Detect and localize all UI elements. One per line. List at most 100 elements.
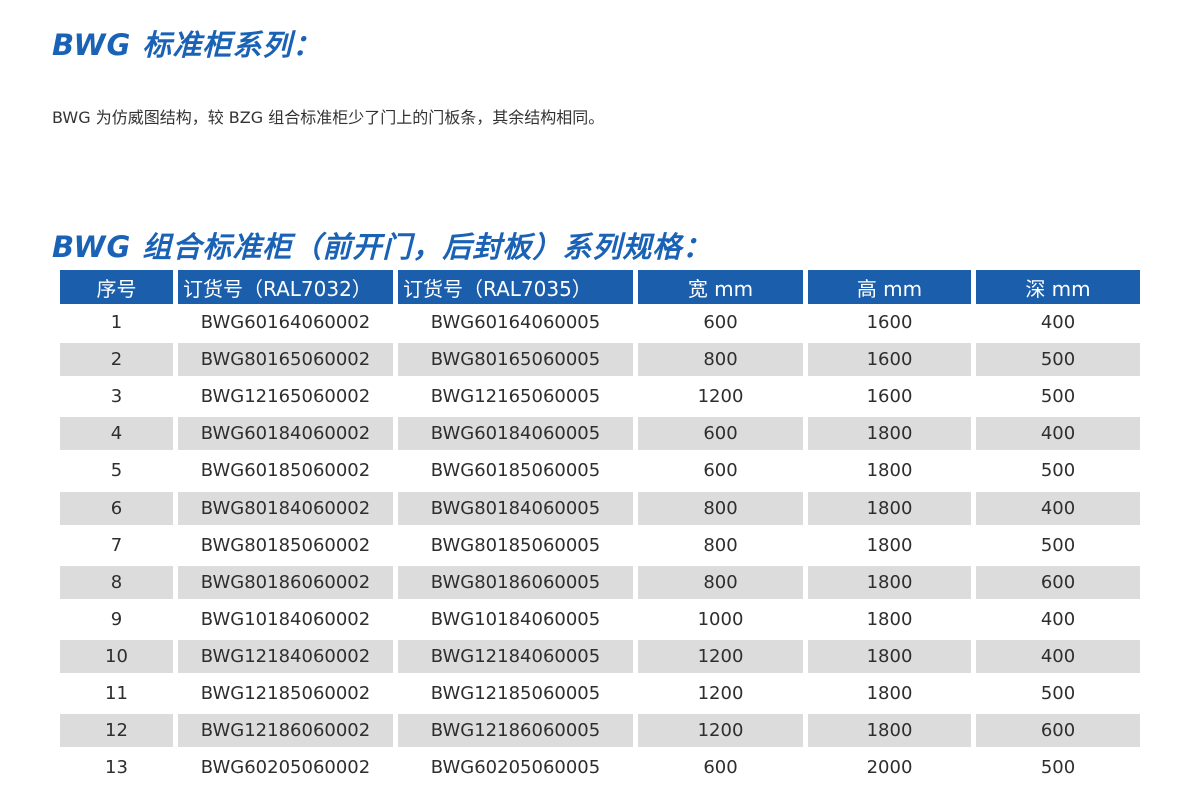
table-cell: 4 (60, 415, 173, 452)
table-cell: BWG80165060005 (398, 341, 633, 378)
table-cell: 1800 (808, 638, 971, 675)
description: BWG 为仿威图结构，较 BZG 组合标准柜少了门上的门板条，其余结构相同。 (52, 108, 605, 127)
table-cell: BWG12186060005 (398, 712, 633, 749)
table-cell: BWG80186060002 (178, 564, 393, 601)
table-cell: 10 (60, 638, 173, 675)
table-cell: 1200 (638, 712, 803, 749)
table-cell: 500 (976, 341, 1140, 378)
table-cell: BWG60184060002 (178, 415, 393, 452)
table-cell: BWG12184060002 (178, 638, 393, 675)
column-header: 订货号（RAL7032） (178, 270, 393, 304)
table-cell: BWG60205060002 (200, 757, 371, 779)
table-cell: 5 (110, 460, 123, 482)
table-cell: 600 (703, 460, 738, 482)
table-cell: 6 (60, 490, 173, 527)
table-cell: BWG12185060005 (430, 683, 601, 705)
spec-table: 序号 订货号（RAL7032） 订货号（RAL7035）宽 mm 高 mm 深 mm 1… (55, 270, 1145, 786)
table-cell: 1 (110, 312, 123, 334)
table-header-row: 序号 订货号（RAL7032） 订货号（RAL7035）宽 mm 高 mm 深 mm (60, 270, 1140, 304)
table-row: 1 BWG60164060002 BWG60164060005 600 1600 400 (60, 304, 1140, 341)
table-cell: 1600 (866, 312, 913, 334)
table-cell: 500 (1040, 534, 1076, 556)
table-cell: 1800 (866, 683, 913, 705)
table-cell: 9 (110, 608, 123, 630)
section-title: BWG 标准柜系列： (52, 28, 323, 62)
table-cell: 12 (60, 712, 173, 749)
table-cell: 500 (1040, 460, 1076, 482)
table-cell: 2000 (866, 757, 913, 779)
table-row: 13 BWG60205060002 BWG60205060005 600 2000 500 (60, 749, 1140, 786)
table-cell: 500 (1040, 757, 1076, 779)
table-row: 11 BWG12185060002 BWG12185060005 1200 1800 50… (60, 675, 1140, 712)
table-cell: 600 (703, 757, 738, 779)
table-cell: 400 (976, 415, 1140, 452)
table-cell: 1800 (808, 415, 971, 452)
table-row: 5 BWG60185060002 BWG60185060005 600 1800 500 (60, 452, 1140, 489)
table-cell: 800 (638, 564, 803, 601)
table-cell: BWG12184060005 (398, 638, 633, 675)
table-cell: 1200 (697, 386, 744, 408)
table-cell: BWG12165060002 (200, 386, 371, 408)
table-cell: BWG80186060005 (398, 564, 633, 601)
table-cell: 7 (110, 534, 123, 556)
table-cell: 600 (976, 564, 1140, 601)
table-cell: 1200 (697, 683, 744, 705)
table-cell: BWG10184060002 (200, 608, 371, 630)
table-cell: 400 (976, 490, 1140, 527)
table-cell: BWG12186060002 (178, 712, 393, 749)
table-title: BWG 组合标准柜（前开门，后封板）系列规格： (52, 230, 713, 264)
table-cell: 1800 (866, 460, 913, 482)
table-row: 12 BWG12186060002 BWG12186060005 1200 1800 60… (60, 712, 1140, 749)
table-row: 3 BWG12165060002 BWG12165060005 1200 1600 500 (60, 378, 1140, 415)
column-header: 序号 (60, 270, 173, 304)
table-cell: 1800 (808, 564, 971, 601)
table-cell: 8 (60, 564, 173, 601)
table-cell: BWG80184060005 (398, 490, 633, 527)
table-cell: 600 (638, 415, 803, 452)
column-header: 订货号（RAL7035） (398, 270, 633, 304)
column-header: 深 mm (976, 270, 1140, 304)
column-header: 高 mm (808, 270, 971, 304)
table-cell: 600 (703, 312, 738, 334)
table-cell: 600 (976, 712, 1140, 749)
table-cell: 400 (1040, 312, 1076, 334)
table-cell: 1000 (697, 608, 744, 630)
table-cell: 400 (1040, 608, 1076, 630)
table-cell: 800 (638, 490, 803, 527)
table-row: 8 BWG80186060002 BWG80186060005 800 1800 600 (60, 564, 1140, 601)
table-cell: 1800 (866, 608, 913, 630)
table-cell: BWG12185060002 (200, 683, 371, 705)
table-row: 6 BWG80184060002 BWG80184060005 800 1800 400 (60, 490, 1140, 527)
table-cell: BWG10184060005 (430, 608, 601, 630)
table-cell: BWG80165060002 (178, 341, 393, 378)
table-cell: BWG60164060005 (430, 312, 601, 334)
table-row: 9 BWG10184060002 BWG10184060005 1000 1800 400 (60, 601, 1140, 638)
table-cell: BWG60185060005 (430, 460, 601, 482)
table-cell: 800 (638, 341, 803, 378)
table-cell: 13 (105, 757, 128, 779)
table-cell: 1600 (808, 341, 971, 378)
table-cell: BWG12165060005 (430, 386, 601, 408)
table-cell: 500 (1040, 683, 1076, 705)
table-cell: BWG80185060005 (430, 534, 601, 556)
table-cell: 3 (110, 386, 123, 408)
table-row: 7 BWG80185060002 BWG80185060005 800 1800 500 (60, 527, 1140, 564)
table-cell: 500 (1040, 386, 1076, 408)
column-header: 宽 mm (638, 270, 803, 304)
table-row: 4 BWG60184060002 BWG60184060005 600 1800 400 (60, 415, 1140, 452)
table-cell: 1800 (808, 490, 971, 527)
table-cell: 800 (703, 534, 738, 556)
table-cell: BWG60185060002 (200, 460, 371, 482)
table-cell: 1800 (866, 534, 913, 556)
table-cell: 400 (976, 638, 1140, 675)
table-cell: 1600 (866, 386, 913, 408)
table-cell: BWG80185060002 (200, 534, 371, 556)
table-cell: BWG60164060002 (200, 312, 371, 334)
table-cell: BWG60184060005 (398, 415, 633, 452)
table-cell: 1200 (638, 638, 803, 675)
table-cell: BWG80184060002 (178, 490, 393, 527)
table-cell: BWG60205060005 (430, 757, 601, 779)
table-row: 2 BWG80165060002 BWG80165060005 800 1600 500 (60, 341, 1140, 378)
table-row: 10 BWG12184060002 BWG12184060005 1200 1800 40… (60, 638, 1140, 675)
table-cell: 2 (60, 341, 173, 378)
